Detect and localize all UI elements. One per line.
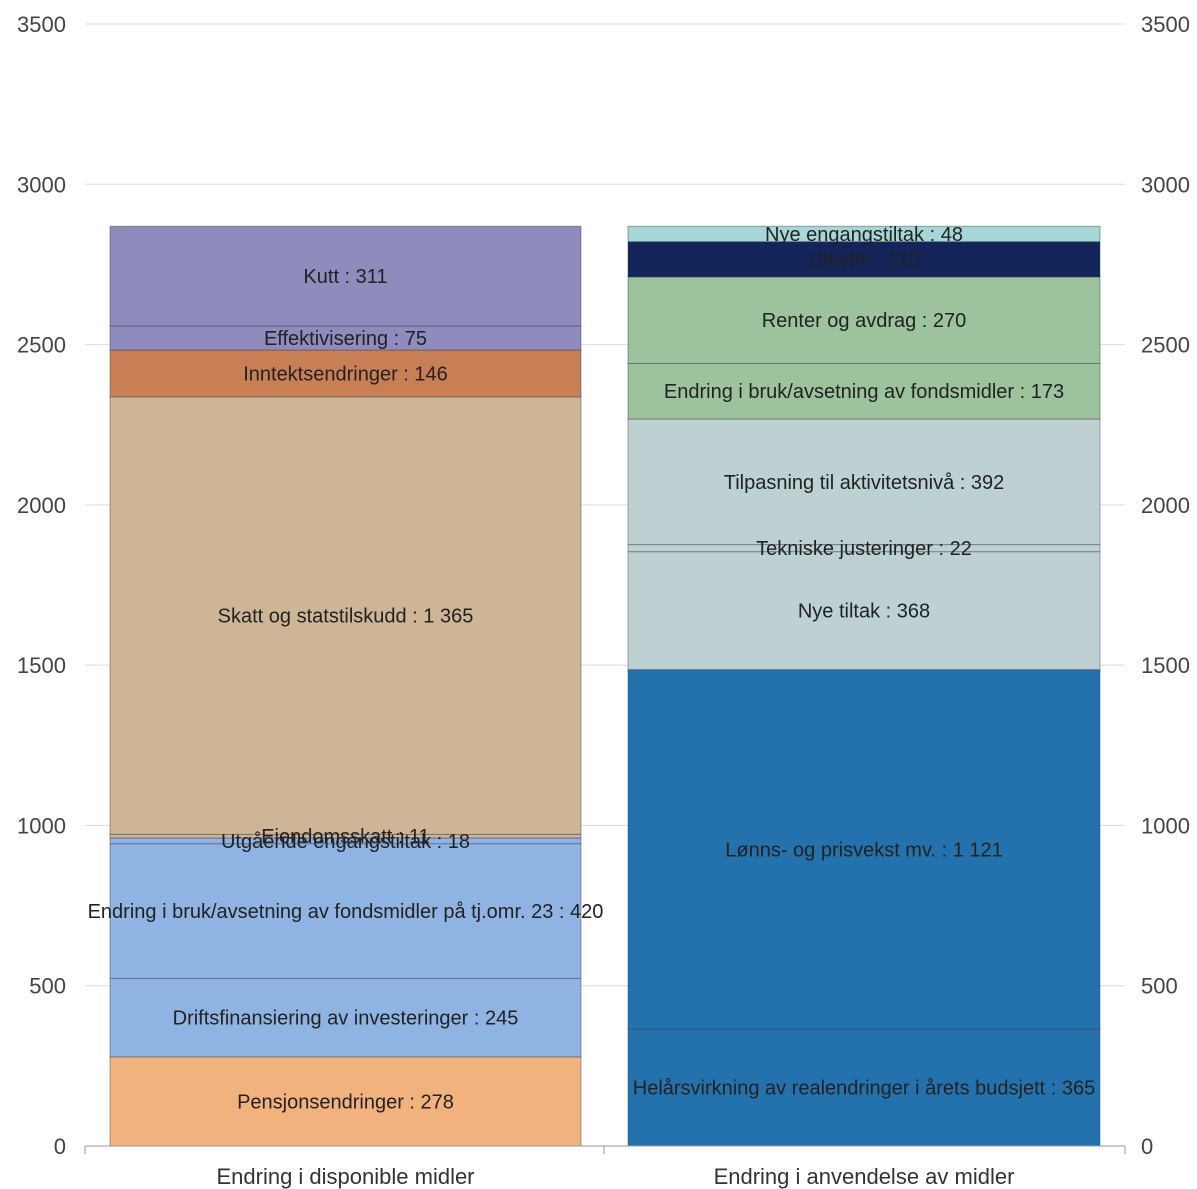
y-tick-label-left: 2000	[17, 493, 66, 518]
bar-segment	[109, 225, 582, 327]
bars	[109, 225, 1101, 1147]
bar-segment	[109, 396, 582, 835]
bar-segment	[627, 225, 1101, 243]
y-tick-label-left: 0	[54, 1134, 66, 1159]
segment-label: Utbytte : 110	[808, 249, 920, 271]
bar-segment	[109, 843, 582, 979]
bar-segment	[627, 418, 1101, 546]
segment-labels: Pensjonsendringer : 278 Driftsfinansierin…	[88, 224, 1096, 1113]
bar-segment	[109, 1056, 582, 1147]
segment-label: Endring i bruk/avsetning av fondsmidler …	[88, 901, 604, 923]
bar-segment	[627, 362, 1101, 420]
y-tick-label-left: 1000	[17, 813, 66, 838]
category-label: Endring i anvendelse av midler	[714, 1164, 1015, 1189]
segment-label: Nye engangstiltak : 48	[765, 224, 963, 246]
y-tick-label-left: 3000	[17, 172, 66, 197]
segment-label: Renter og avdrag : 270	[762, 310, 967, 332]
segment-label: Utgående engangstiltak : 18	[221, 831, 470, 853]
bar-segment	[109, 349, 582, 398]
y-tick-label-right: 500	[1141, 974, 1178, 999]
y-tick-label-left: 1500	[17, 653, 66, 678]
segment-label: Endring i bruk/avsetning av fondsmidler …	[664, 381, 1064, 403]
segment-label: Driftsfinansiering av investeringer : 24…	[173, 1008, 519, 1030]
y-tick-label-right: 0	[1141, 1134, 1153, 1159]
category-label: Endring i disponible midler	[216, 1164, 474, 1189]
segment-label: Kutt : 311	[303, 266, 387, 288]
y-tick-label-right: 3000	[1141, 172, 1190, 197]
segment-label: Nye tiltak : 368	[798, 601, 930, 623]
y-tick-label-right: 1500	[1141, 653, 1190, 678]
bar-segment	[627, 1028, 1101, 1147]
segment-label: Helårsvirkning av realendringer i årets …	[633, 1077, 1095, 1099]
bar-segment	[627, 551, 1101, 671]
bar-segment	[627, 241, 1101, 278]
y-tick-label-left: 3500	[17, 12, 66, 37]
segment-label: Inntektsendringer : 146	[243, 363, 448, 385]
y-tick-label-right: 3500	[1141, 12, 1190, 37]
y-tick-label-left: 2500	[17, 333, 66, 358]
y-tick-label-right: 2500	[1141, 333, 1190, 358]
y-tick-label-right: 2000	[1141, 493, 1190, 518]
segment-label: Tekniske justeringer : 22	[756, 538, 972, 560]
segment-label: Lønns- og prisvekst mv. : 1 121	[725, 839, 1003, 861]
category-labels: Endring i disponible midler Endring i anv…	[216, 1164, 1014, 1189]
segment-label: Effektivisering : 75	[264, 328, 427, 350]
segment-label: Pensjonsendringer : 278	[237, 1091, 454, 1113]
bar-segment	[627, 276, 1101, 364]
segment-label: Eiendomsskatt : 11	[261, 826, 430, 848]
segment-label: Tilpasning til aktivitetsnivå : 392	[724, 472, 1005, 494]
bar-segment	[109, 977, 582, 1058]
bar-segment	[109, 325, 582, 351]
y-tick-label-right: 1000	[1141, 813, 1190, 838]
x-axis	[84, 1145, 1126, 1154]
y-axis-ticks: 0 0 500 500 1000 1000 1500 1500 2000 2000 2500 2500…	[17, 12, 1190, 1159]
y-tick-label-left: 500	[29, 974, 66, 999]
bar-segment	[627, 669, 1101, 1030]
segment-label: Skatt og statstilskudd : 1 365	[218, 606, 474, 628]
